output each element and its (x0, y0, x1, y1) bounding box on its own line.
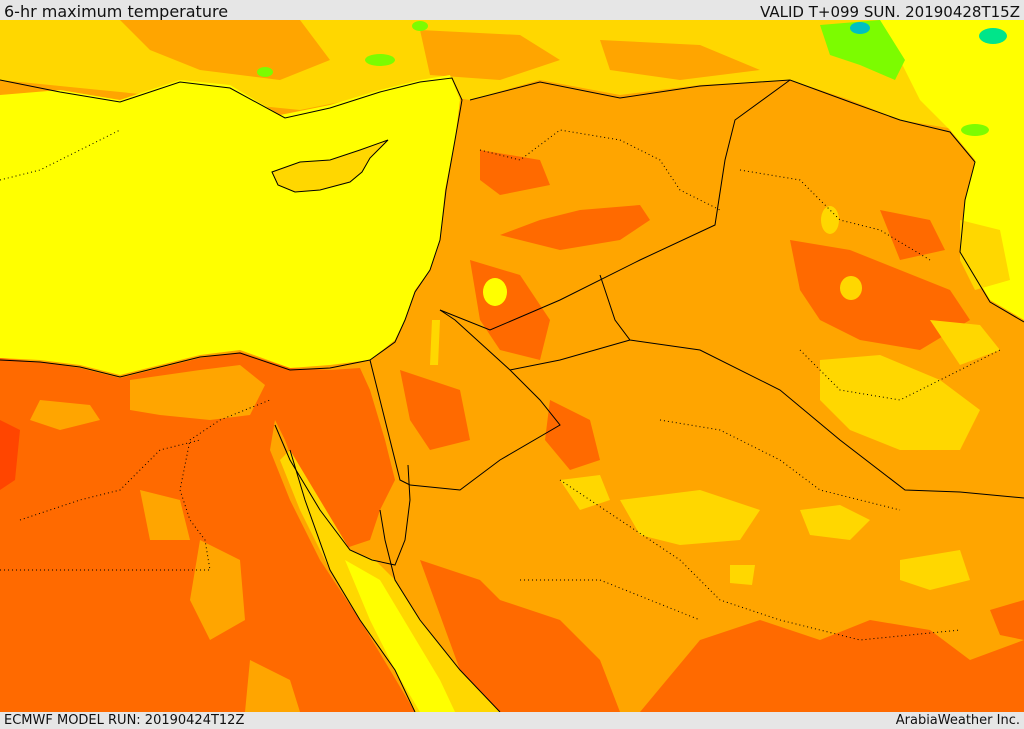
zone-cold-spot-5 (257, 67, 273, 77)
zone-cold-spot-4 (412, 21, 428, 31)
zone-cold-spot-6 (961, 124, 989, 136)
lake-tharthar (821, 206, 839, 234)
valid-time: VALID T+099 SUN. 20190428T15Z (760, 3, 1020, 21)
zone-egypt-hottest (0, 352, 415, 712)
lake-milh (840, 276, 862, 300)
zone-cold-spot-3 (365, 54, 395, 66)
map-title: 6-hr maximum temperature (4, 2, 229, 21)
dead-sea (430, 320, 440, 365)
map-canvas (0, 20, 1024, 712)
mediterranean-sea (0, 75, 460, 375)
zone-nile-orange (30, 365, 300, 712)
country-borders (369, 79, 1024, 499)
zone-cold-spot-1 (979, 28, 1007, 44)
zone-levant-hottest (400, 150, 650, 470)
zone-damascus-spot (483, 278, 507, 306)
cyprus-island (271, 139, 389, 193)
coastlines (0, 77, 501, 712)
footer-bar: ECMWF MODEL RUN: 20190424T12Z ArabiaWeat… (0, 712, 1024, 729)
zone-arabia-hottest (420, 560, 1024, 712)
model-run-label: ECMWF MODEL RUN: 20190424T12Z (4, 713, 245, 728)
temperature-map[interactable] (0, 20, 1024, 712)
zone-north-orange-patches (120, 20, 760, 80)
zone-cold-spot-2 (850, 22, 870, 34)
zone-iraq-warm (820, 220, 1010, 450)
credit-label: ArabiaWeather Inc. (895, 713, 1020, 728)
zone-iraq-hottest (790, 210, 970, 350)
zone-arabia-hot (560, 475, 970, 590)
province-borders (0, 129, 1001, 641)
red-sea-bright (345, 560, 455, 712)
zone-egypt-extreme (0, 420, 20, 490)
zone-cold-green-ne (820, 20, 905, 80)
red-sea-yellow (280, 450, 500, 712)
header-bar: 6-hr maximum temperature VALID T+099 SUN… (0, 0, 1024, 21)
